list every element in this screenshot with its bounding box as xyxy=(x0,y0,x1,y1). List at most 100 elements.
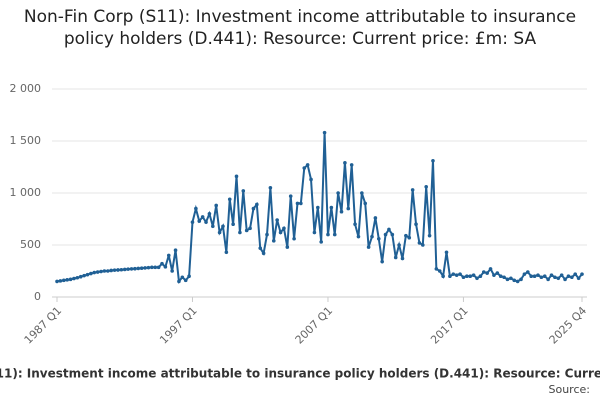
point xyxy=(129,267,134,271)
point xyxy=(339,209,344,214)
point xyxy=(244,228,249,233)
point xyxy=(512,278,517,283)
point xyxy=(532,274,537,279)
point xyxy=(109,268,113,273)
point xyxy=(231,222,235,226)
point xyxy=(410,188,415,192)
point xyxy=(387,227,391,232)
point xyxy=(356,234,361,239)
point xyxy=(553,275,557,280)
point xyxy=(529,274,533,279)
point xyxy=(424,184,428,189)
legend-label: Non-Fin Corp (S11): Investment income at… xyxy=(0,367,600,381)
y-tick-label: 1 500 xyxy=(10,134,42,147)
point xyxy=(302,166,307,170)
point xyxy=(282,226,286,231)
y-tick-label: 1 000 xyxy=(10,186,42,199)
point xyxy=(397,243,401,247)
point xyxy=(559,273,564,277)
point xyxy=(183,278,188,283)
point xyxy=(461,275,466,280)
point xyxy=(133,266,137,271)
point xyxy=(288,194,293,198)
point xyxy=(475,276,479,281)
point xyxy=(89,271,93,276)
point xyxy=(478,274,483,279)
y-tick-label: 2 000 xyxy=(10,82,42,95)
point xyxy=(539,275,544,280)
point xyxy=(492,273,496,277)
point xyxy=(505,277,510,282)
point xyxy=(211,224,215,229)
point xyxy=(471,273,476,277)
point xyxy=(224,250,229,255)
point xyxy=(156,265,161,270)
point xyxy=(451,272,456,276)
point xyxy=(481,270,486,274)
x-tick-label: 1987 Q1 xyxy=(22,304,65,347)
x-tick-label: 1997 Q1 xyxy=(157,304,200,347)
point xyxy=(431,158,435,163)
point xyxy=(227,197,232,202)
point xyxy=(241,189,246,193)
point xyxy=(75,275,80,280)
point xyxy=(468,274,473,279)
point xyxy=(160,261,164,266)
point xyxy=(217,230,222,235)
point xyxy=(95,270,100,274)
point xyxy=(200,215,205,219)
point xyxy=(370,234,374,239)
point xyxy=(319,240,323,244)
point xyxy=(316,205,320,210)
point xyxy=(187,274,191,279)
point xyxy=(285,245,290,249)
point xyxy=(546,277,550,282)
point xyxy=(65,278,69,282)
point xyxy=(329,205,334,210)
point xyxy=(251,206,256,211)
chart-title: Non-Fin Corp (S11): Investment income at… xyxy=(23,7,577,49)
point xyxy=(465,274,469,279)
point xyxy=(566,274,571,279)
x-tick-label: 2025 Q4 xyxy=(547,304,590,347)
point xyxy=(150,265,154,270)
point xyxy=(353,222,357,226)
point xyxy=(268,186,273,190)
point xyxy=(427,233,432,238)
point xyxy=(519,277,523,282)
point xyxy=(383,232,388,237)
point xyxy=(136,266,141,271)
point xyxy=(234,174,239,179)
point xyxy=(485,271,489,275)
y-tick-label: 500 xyxy=(20,238,41,251)
point xyxy=(261,251,266,256)
point xyxy=(82,273,86,278)
point xyxy=(194,206,198,211)
point xyxy=(407,235,412,240)
point xyxy=(163,265,168,269)
point xyxy=(214,203,218,208)
point xyxy=(170,269,174,273)
point xyxy=(576,276,581,281)
point xyxy=(258,246,263,250)
point xyxy=(78,274,83,279)
point xyxy=(85,272,90,277)
point xyxy=(106,269,110,273)
point xyxy=(190,220,195,224)
point xyxy=(526,270,530,274)
point xyxy=(112,268,117,272)
point xyxy=(332,232,337,237)
point xyxy=(488,267,493,271)
point xyxy=(580,272,584,276)
point xyxy=(204,220,208,224)
point xyxy=(346,206,351,211)
point xyxy=(322,130,327,135)
point xyxy=(255,202,259,207)
point xyxy=(126,267,130,271)
point xyxy=(349,163,354,167)
point xyxy=(393,255,398,260)
point xyxy=(207,212,212,216)
point xyxy=(366,245,371,249)
point xyxy=(390,232,395,237)
